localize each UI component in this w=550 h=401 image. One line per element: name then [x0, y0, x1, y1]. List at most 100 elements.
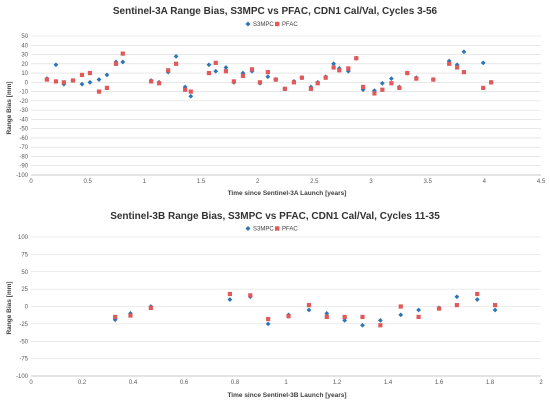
gridlines — [31, 236, 541, 377]
point-pfac — [346, 66, 351, 71]
point-pfac — [360, 84, 366, 90]
point-pfac — [416, 314, 421, 320]
legend-marker-s3mpc — [245, 21, 251, 27]
x-tick-label: 2 — [256, 179, 260, 185]
point-pfac — [286, 314, 291, 319]
gridlines — [31, 35, 541, 176]
x-tick-label: 1.2 — [333, 380, 342, 386]
point-s3mpc — [213, 68, 219, 74]
point-pfac — [414, 76, 419, 81]
data-points — [112, 291, 498, 328]
point-s3mpc — [173, 53, 179, 59]
x-tick-label: 0 — [29, 179, 33, 185]
point-pfac — [431, 77, 436, 82]
point-s3mpc — [53, 62, 59, 68]
point-s3mpc — [379, 80, 385, 86]
point-pfac — [331, 65, 336, 70]
point-pfac — [337, 68, 342, 73]
point-pfac — [231, 79, 236, 84]
point-pfac — [173, 61, 179, 66]
x-axis-ticks: 0 0.5 1 1.5 2 2.5 3 3.5 4 4.5 — [29, 179, 546, 185]
point-pfac — [266, 316, 271, 322]
legend-label-s3mpc: S3MPC — [253, 227, 274, 233]
chart-sentinel-3b: Sentinel-3B Range Bias, S3MPC vs PFAC, C… — [6, 211, 543, 399]
y-tick-label: -30 — [19, 108, 28, 114]
point-pfac — [475, 291, 480, 297]
point-pfac — [248, 293, 253, 298]
y-tick-label: -10 — [19, 90, 28, 96]
point-pfac — [61, 80, 66, 85]
point-pfac — [380, 87, 385, 92]
x-tick-label: 0.6 — [180, 380, 189, 386]
point-pfac — [398, 304, 403, 309]
x-tick-label: 1.5 — [197, 179, 206, 185]
x-tick-label: 4.5 — [537, 179, 546, 185]
y-axis-label: Range Bias [mm] — [6, 281, 13, 334]
point-pfac — [372, 91, 377, 96]
point-pfac — [227, 291, 232, 297]
y-tick-label: -50 — [19, 127, 28, 133]
x-axis-label: Time since Sentinel-3A Launch [years] — [228, 190, 347, 197]
y-axis-ticks: 50 40 30 20 10 0 -10 -20 -30 -40 -50 -60 -70 -80 -90 -1… — [16, 34, 29, 179]
point-s3mpc — [331, 61, 336, 67]
point-s3mpc — [79, 81, 85, 87]
point-s3mpc — [87, 79, 93, 85]
point-pfac — [156, 81, 162, 86]
point-pfac — [282, 86, 287, 91]
y-tick-label: -100 — [16, 173, 29, 179]
point-pfac — [113, 314, 118, 320]
point-s3mpc — [104, 72, 110, 78]
point-s3mpc — [480, 60, 486, 66]
y-tick-label: 30 — [21, 53, 28, 59]
x-tick-label: 2.5 — [310, 179, 319, 185]
y-tick-label: -70 — [19, 145, 28, 151]
legend-marker-pfac — [275, 226, 280, 231]
point-pfac — [323, 75, 328, 80]
point-pfac — [447, 61, 452, 66]
legend-marker-s3mpc — [245, 226, 251, 231]
y-tick-label: -25 — [19, 322, 28, 328]
point-pfac — [240, 73, 246, 78]
y-tick-label: 40 — [21, 43, 28, 49]
legend-label-pfac: PFAC — [282, 227, 298, 233]
point-pfac — [493, 303, 498, 308]
point-pfac — [299, 75, 304, 80]
point-s3mpc — [389, 76, 394, 82]
point-pfac — [308, 86, 314, 91]
point-s3mpc — [416, 307, 421, 313]
chart-sentinel-3a: Sentinel-3A Range Bias, S3MPC vs PFAC, C… — [6, 6, 546, 197]
point-pfac — [166, 68, 171, 73]
point-pfac — [79, 72, 85, 78]
point-pfac — [213, 60, 218, 65]
point-s3mpc — [492, 307, 498, 313]
point-pfac — [324, 314, 329, 320]
point-pfac — [481, 85, 486, 90]
point-pfac — [188, 89, 193, 94]
y-tick-label: -40 — [19, 117, 28, 123]
y-axis-label: Range Bias [mm] — [6, 81, 13, 134]
point-pfac — [273, 77, 278, 82]
point-pfac — [223, 69, 229, 74]
x-tick-label: 0.5 — [83, 179, 92, 185]
point-pfac — [342, 314, 347, 320]
x-tick-label: 0.2 — [78, 380, 87, 386]
x-tick-label: 2 — [539, 380, 543, 386]
chart-title: Sentinel-3A Range Bias, S3MPC vs PFAC, C… — [113, 6, 438, 17]
legend-marker-pfac — [275, 21, 280, 27]
point-pfac — [120, 51, 125, 56]
point-s3mpc — [474, 297, 480, 302]
point-s3mpc — [377, 318, 383, 323]
point-s3mpc — [182, 84, 188, 90]
data-points — [44, 49, 494, 99]
y-tick-label: 20 — [21, 62, 28, 68]
point-s3mpc — [324, 311, 330, 316]
point-pfac — [87, 70, 93, 76]
point-pfac — [149, 79, 154, 84]
x-tick-label: 0.8 — [231, 380, 240, 386]
point-pfac — [315, 81, 320, 86]
point-pfac — [306, 303, 312, 308]
x-axis-ticks: 0 0.2 0.4 0.6 0.8 1 1.2 1.4 1.6 1.8 2 — [29, 380, 543, 386]
x-tick-label: 1.4 — [384, 380, 393, 386]
point-pfac — [360, 314, 365, 320]
